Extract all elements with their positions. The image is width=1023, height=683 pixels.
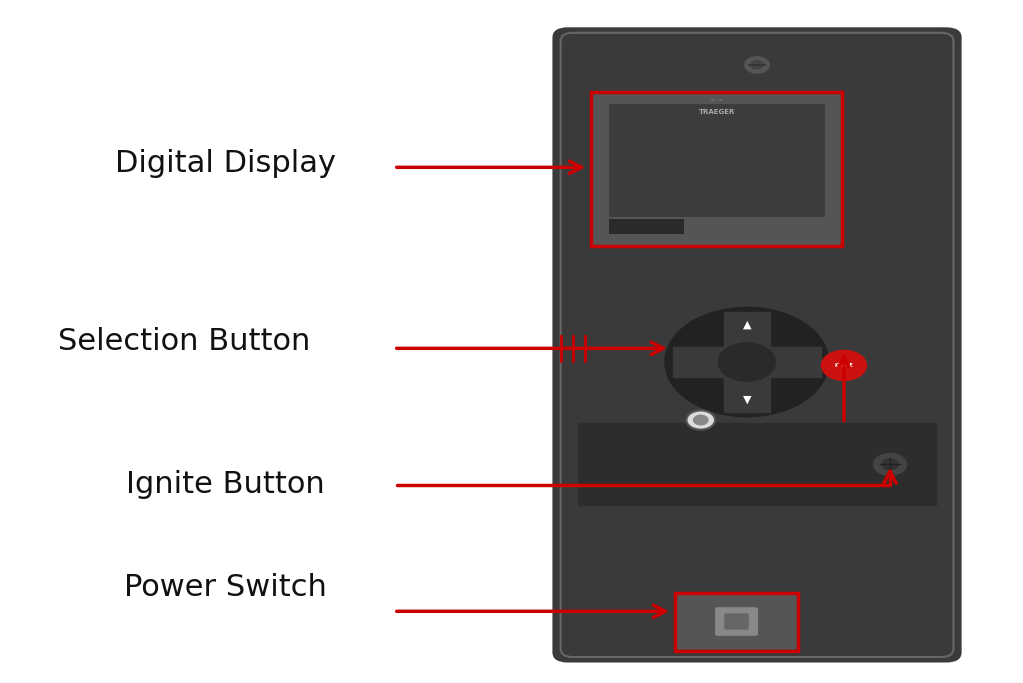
Bar xyxy=(764,347,821,377)
Circle shape xyxy=(686,410,715,430)
Circle shape xyxy=(694,415,708,425)
FancyBboxPatch shape xyxy=(676,593,797,650)
Circle shape xyxy=(665,307,829,417)
Circle shape xyxy=(882,459,898,470)
FancyBboxPatch shape xyxy=(591,92,842,246)
Text: Power Switch: Power Switch xyxy=(124,573,326,602)
Bar xyxy=(724,374,770,411)
Text: Ignite Button: Ignite Button xyxy=(126,471,324,499)
Bar xyxy=(578,423,936,505)
Bar xyxy=(675,592,798,650)
Bar xyxy=(609,104,825,217)
FancyBboxPatch shape xyxy=(715,607,758,636)
Text: Selection Button: Selection Button xyxy=(58,327,310,356)
Text: TRAEGER: TRAEGER xyxy=(699,109,735,115)
Circle shape xyxy=(751,61,763,69)
Bar xyxy=(609,219,684,234)
Text: ^ ^: ^ ^ xyxy=(710,99,723,105)
Text: IGNITE: IGNITE xyxy=(835,363,853,368)
FancyBboxPatch shape xyxy=(724,613,749,630)
Circle shape xyxy=(821,350,866,380)
Text: ▲: ▲ xyxy=(743,320,751,329)
Bar xyxy=(591,92,842,246)
Text: Digital Display: Digital Display xyxy=(115,150,336,178)
Text: ▼: ▼ xyxy=(743,395,751,404)
Circle shape xyxy=(874,454,906,475)
FancyBboxPatch shape xyxy=(552,27,962,663)
Bar xyxy=(724,313,770,350)
Circle shape xyxy=(745,57,769,73)
Circle shape xyxy=(718,343,775,381)
Bar xyxy=(673,347,728,377)
